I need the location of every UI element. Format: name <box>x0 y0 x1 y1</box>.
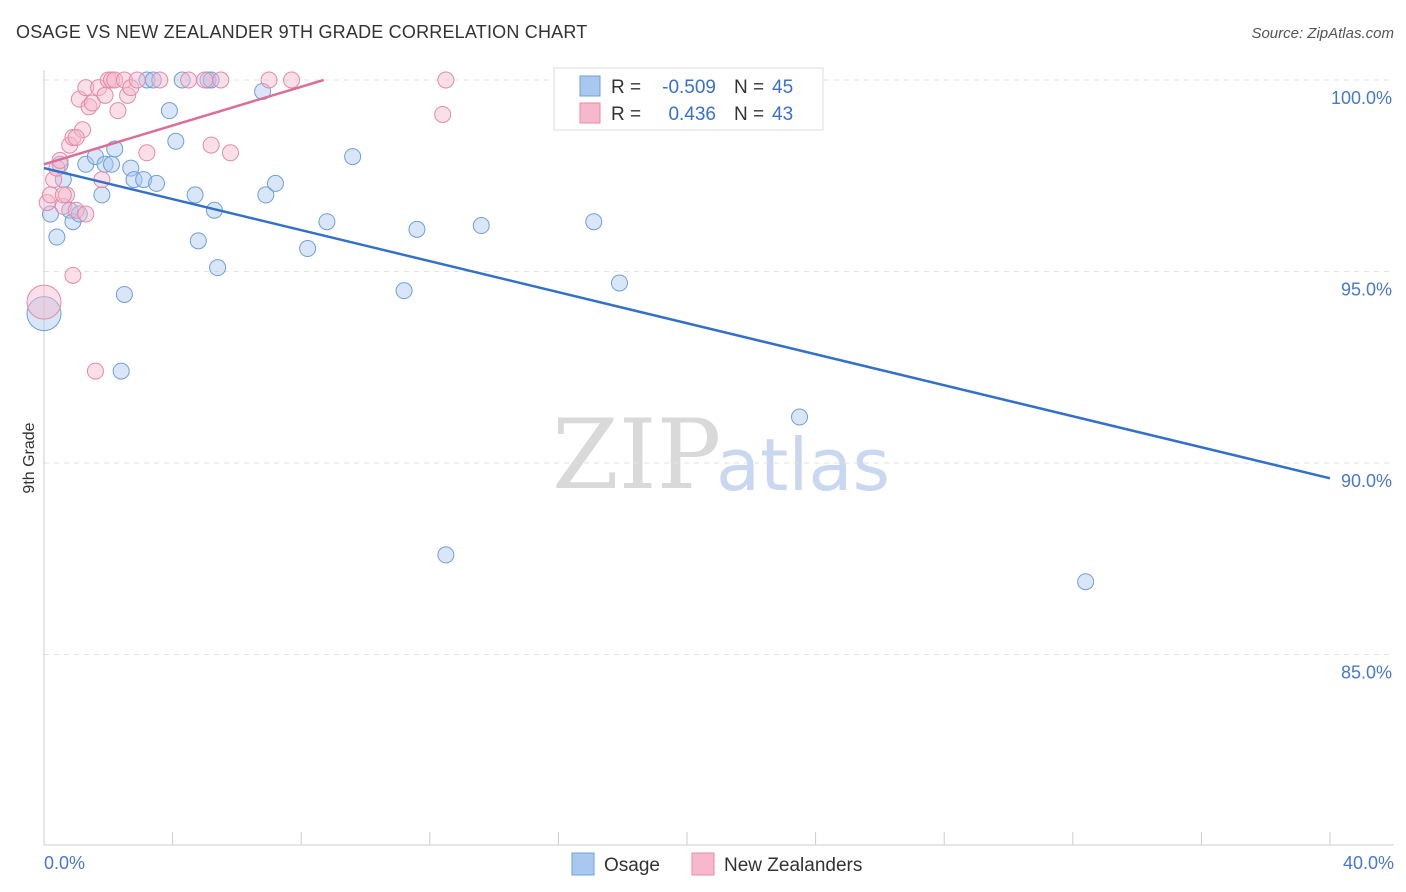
bottom-legend-label-nz: New Zealanders <box>724 855 862 876</box>
point-osage-35 <box>318 213 336 231</box>
point-nz-27 <box>128 71 146 89</box>
bottom-legend: Osage New Zealanders <box>571 852 862 876</box>
point-nz-37 <box>437 71 455 89</box>
point-osage-18 <box>135 171 153 189</box>
data-points <box>26 71 1095 591</box>
point-nz-30 <box>180 71 198 89</box>
y-axis-label: 9th Grade <box>21 422 38 493</box>
x-tick-label-max: 40.0% <box>1343 853 1394 873</box>
legend-r-label-nz: R = <box>611 104 641 125</box>
legend-r-label-osage: R = <box>611 77 641 98</box>
point-nz-22 <box>106 71 124 89</box>
point-osage-23 <box>167 132 185 150</box>
legend: R = -0.509 N = 45 R = 0.436 N = 43 <box>553 67 824 131</box>
point-osage-36 <box>344 148 362 166</box>
point-nz-19 <box>96 86 114 104</box>
point-osage-44 <box>1077 573 1095 591</box>
point-nz-34 <box>221 144 239 162</box>
point-nz-28 <box>138 144 156 162</box>
point-nz-41 <box>77 205 95 223</box>
point-osage-10 <box>93 186 111 204</box>
bottom-legend-swatch-osage <box>571 852 595 876</box>
point-osage-37 <box>395 282 413 300</box>
bottom-legend-swatch-nz <box>691 852 715 876</box>
point-nz-32 <box>202 136 220 154</box>
point-osage-34 <box>299 240 317 258</box>
point-nz-13 <box>77 79 95 97</box>
point-osage-26 <box>189 232 207 250</box>
point-nz-39 <box>64 266 82 284</box>
point-osage-28 <box>202 71 220 89</box>
point-nz-15 <box>83 94 101 112</box>
point-osage-0 <box>26 296 62 332</box>
watermark: ZIP atlas <box>552 399 890 511</box>
legend-n-label-nz: N = <box>734 104 764 125</box>
x-ticks <box>43 832 1331 845</box>
bottom-legend-label-osage: Osage <box>604 855 660 876</box>
legend-r-value-nz: 0.436 <box>668 104 716 125</box>
point-osage-19 <box>138 71 156 89</box>
point-nz-10 <box>67 201 85 219</box>
point-nz-16 <box>86 362 104 380</box>
point-nz-42 <box>54 186 72 204</box>
point-osage-30 <box>209 259 227 277</box>
point-nz-33 <box>212 71 230 89</box>
point-osage-2 <box>48 228 66 246</box>
watermark-zip: ZIP <box>552 399 721 511</box>
x-tick-label-min: 0.0% <box>44 853 85 873</box>
point-osage-21 <box>148 174 166 192</box>
point-osage-42 <box>610 274 628 292</box>
point-osage-38 <box>408 220 426 238</box>
chart-title: OSAGE VS NEW ZEALANDER 9TH GRADE CORRELA… <box>16 22 587 42</box>
trend-lines <box>43 78 1331 480</box>
point-osage-40 <box>472 217 490 235</box>
point-osage-43 <box>791 408 809 426</box>
point-nz-29 <box>151 71 169 89</box>
point-osage-41 <box>585 213 603 231</box>
point-osage-39 <box>437 546 455 564</box>
point-nz-38 <box>434 105 452 123</box>
legend-r-value-osage: -0.509 <box>662 77 716 98</box>
point-nz-40 <box>67 128 85 146</box>
point-osage-25 <box>186 186 204 204</box>
point-osage-33 <box>266 174 284 192</box>
gridlines <box>44 79 1394 655</box>
point-osage-15 <box>112 362 130 380</box>
point-osage-17 <box>125 171 143 189</box>
trend-line-nz <box>43 78 325 166</box>
point-osage-14 <box>115 285 133 303</box>
legend-n-value-nz: 43 <box>772 104 793 125</box>
point-nz-23 <box>109 102 127 120</box>
point-osage-22 <box>160 102 178 120</box>
y-tick-labels: 100.0% 95.0% 90.0% 85.0% <box>1331 88 1392 683</box>
point-osage-24 <box>173 71 191 89</box>
point-nz-35 <box>260 71 278 89</box>
point-nz-36 <box>283 71 301 89</box>
y-tick-label-1: 95.0% <box>1341 280 1392 300</box>
y-tick-label-2: 90.0% <box>1341 471 1392 491</box>
legend-swatch-osage <box>579 75 601 97</box>
legend-n-value-osage: 45 <box>772 77 793 98</box>
trend-line-osage <box>43 166 1331 480</box>
legend-n-label-osage: N = <box>734 77 764 98</box>
point-osage-32 <box>257 186 275 204</box>
point-nz-31 <box>196 71 214 89</box>
watermark-atlas: atlas <box>716 423 890 507</box>
y-tick-label-0: 100.0% <box>1331 88 1392 108</box>
y-tick-label-3: 85.0% <box>1341 663 1392 683</box>
point-osage-12 <box>103 155 121 173</box>
chart-source: Source: ZipAtlas.com <box>1251 25 1394 42</box>
point-nz-0 <box>26 284 62 320</box>
legend-swatch-nz <box>579 102 601 124</box>
